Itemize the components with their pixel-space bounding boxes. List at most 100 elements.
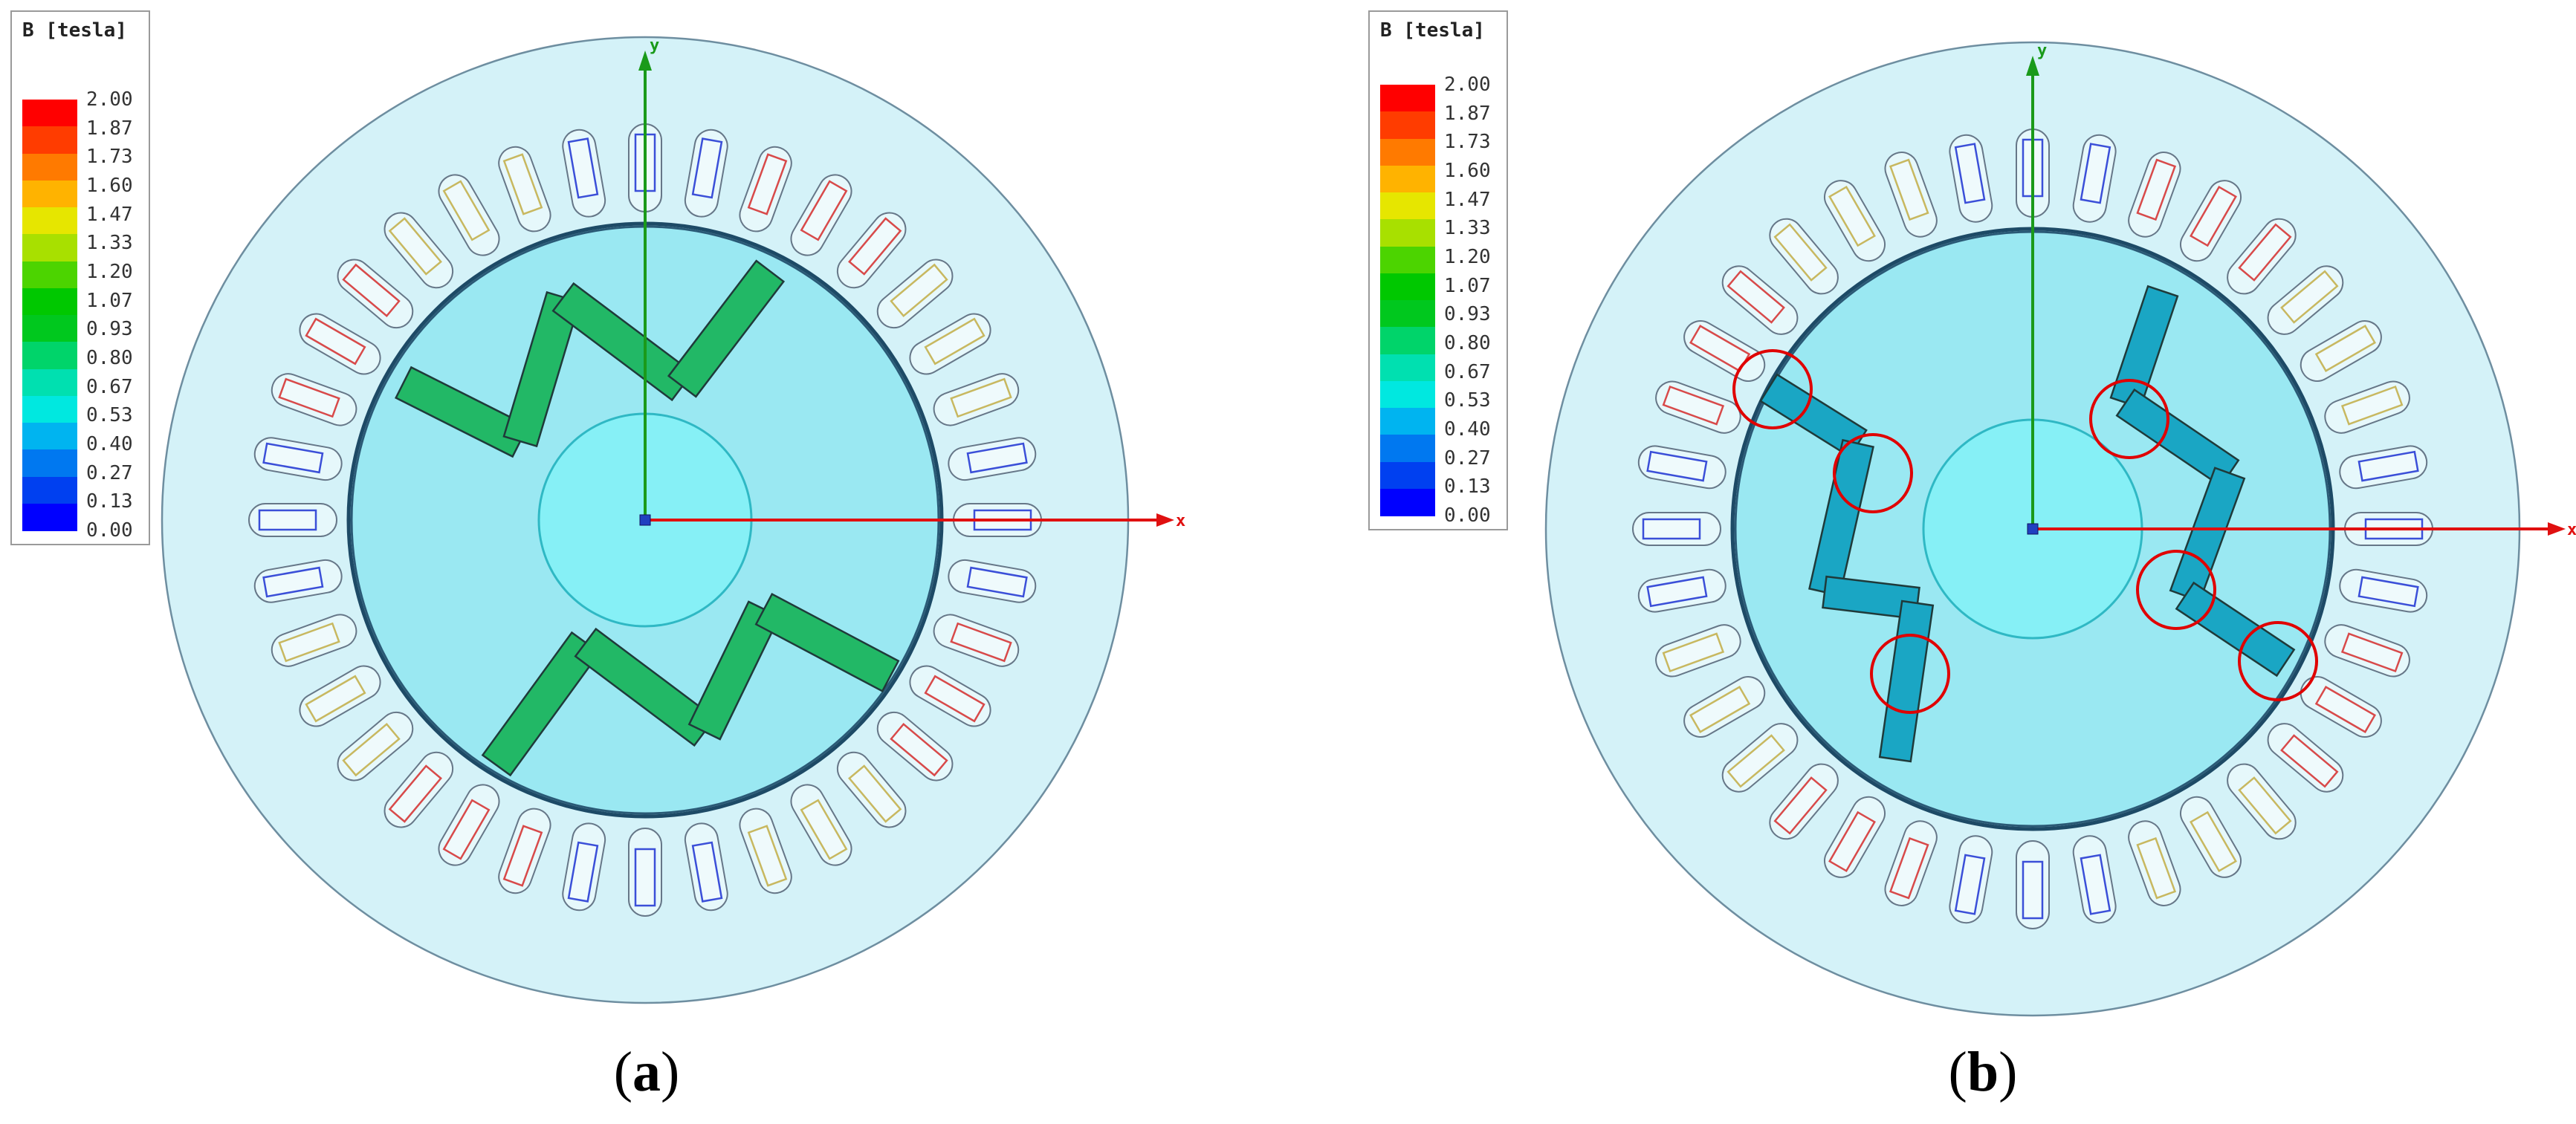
coil [1773,776,1828,835]
coil [388,764,442,823]
legend-tick-label: 1.07 [1444,274,1491,297]
slot-outline [790,174,852,256]
coil [502,825,543,887]
legend-swatch [1380,461,1435,490]
stator-slot [2300,676,2382,738]
legend-tick-label: 1.60 [86,175,133,197]
coil [442,799,491,860]
slot-outline [909,665,991,727]
coil [2280,270,2339,324]
coil [502,153,543,215]
caption-b: (b) [1948,1041,2018,1103]
stator-slot [790,784,852,866]
legend-swatch [1380,435,1435,462]
legend-tick-label: 0.67 [86,375,133,398]
legend-tick-label: 1.47 [86,203,133,226]
legend-tick-label: 1.20 [1444,246,1491,268]
coil [2238,776,2292,835]
legend-title: B [tesla] [22,19,127,42]
coil [2340,385,2404,426]
coil [442,180,491,241]
slot-outline [2324,380,2410,434]
coil [848,217,902,276]
legend-tick-label: 1.73 [86,146,133,169]
legend-swatch [22,100,77,127]
coil [2314,325,2377,372]
slot-outline [933,614,1020,667]
slot-outline [271,614,357,667]
permanent-magnet [2115,388,2240,488]
legend-swatch [22,234,77,261]
legend-swatch [22,153,77,181]
coil [1726,270,1785,324]
slot-outline [2324,624,2410,678]
slot-outline [2016,840,2050,929]
stator-slot [253,437,343,481]
coil [278,622,340,663]
stator-slot [1949,134,1993,223]
stator-slot [562,822,606,912]
stator-slot [2072,134,2117,223]
stator-slot [562,129,606,218]
highlight-circle [1833,433,1913,513]
legend-tick-label: 1.33 [1444,217,1491,240]
stator-slot [1824,796,1886,878]
slot-outline [271,373,357,426]
permanent-magnet [687,600,781,741]
slot-outline [790,784,852,866]
slot-outline [2180,180,2242,262]
coil [966,566,1028,598]
legend-tick-label: 2.00 [1444,74,1491,96]
slot-outline [1884,820,1938,906]
stator-slot [498,146,551,233]
highlight-circle [1732,349,1813,429]
stator-slot [1949,835,1993,924]
slot-outline [1824,796,1886,878]
stator-slot [1637,568,1726,613]
slot-outline [248,503,337,537]
stator-slots [248,123,1042,917]
coil [2080,854,2111,915]
stator-slot [1683,675,1766,738]
legend-title: B [tesla] [1380,19,1485,42]
stator-slots [1632,129,2433,929]
stator-slot [1683,320,1766,383]
legend-swatch [1380,138,1435,166]
stator-slot [739,808,792,894]
legend-swatch [1380,354,1435,382]
stator-slot [1655,380,1741,434]
legend-swatch [22,126,77,154]
permanent-magnet [667,259,786,398]
coil [1954,854,1986,915]
stator-slot [1884,152,1938,238]
permanent-magnet [502,290,581,448]
coil [1954,143,1986,204]
coil [2357,576,2419,608]
stator-slot [933,614,1020,667]
legend-tick-label: 0.40 [1444,418,1491,441]
legend-tick-label: 0.67 [1444,360,1491,383]
stator-slot [876,711,954,782]
legend-tick-label: 1.47 [1444,188,1491,211]
stator-slot [2128,820,2181,906]
coil [2080,143,2111,204]
legend-swatch [22,368,77,397]
slot-outline [2128,820,2181,906]
coil [388,217,442,276]
stator-slot [2227,763,2297,840]
coil [2190,185,2237,247]
slot-outline [1655,380,1741,434]
legend-color-bar [1380,85,1435,516]
slot-outline [739,808,792,894]
coil [2357,450,2419,482]
y-axis-arrow [638,51,652,71]
coil [1773,223,1828,282]
stator-slot [876,259,954,329]
stator-slot [438,174,500,256]
slot-outline [2300,676,2382,738]
coil [950,377,1012,418]
coil [924,675,986,723]
y-axis-label: y [2037,42,2047,60]
highlight-circle [2136,550,2216,630]
